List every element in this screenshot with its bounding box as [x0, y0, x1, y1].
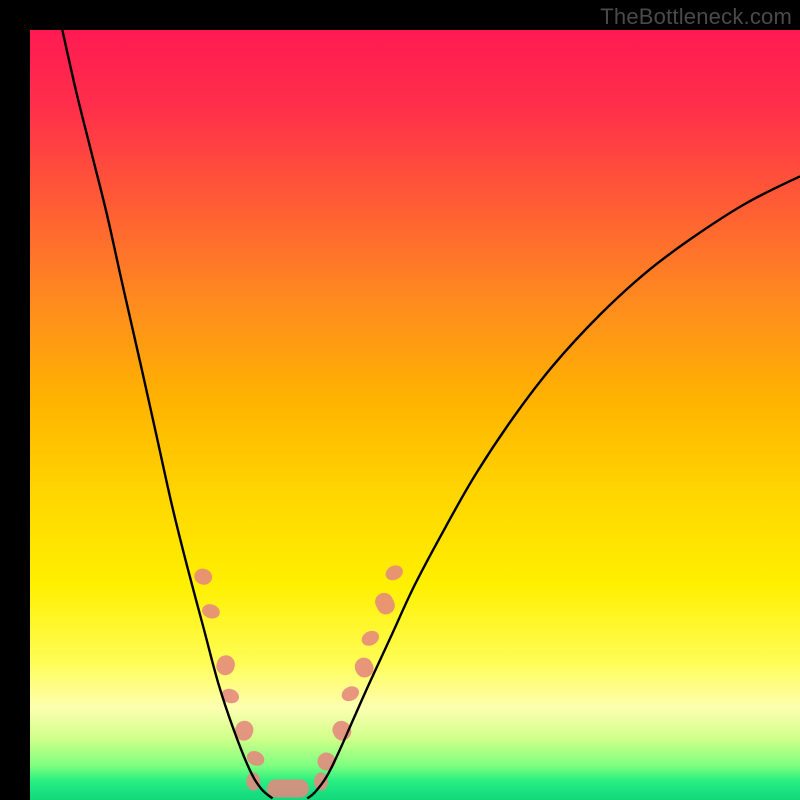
watermark-text: TheBottleneck.com [600, 4, 792, 30]
chart-plot-area [30, 30, 800, 800]
gradient-background [30, 30, 800, 800]
chart-svg [30, 30, 800, 800]
data-marker [314, 773, 328, 791]
data-marker [267, 779, 309, 797]
